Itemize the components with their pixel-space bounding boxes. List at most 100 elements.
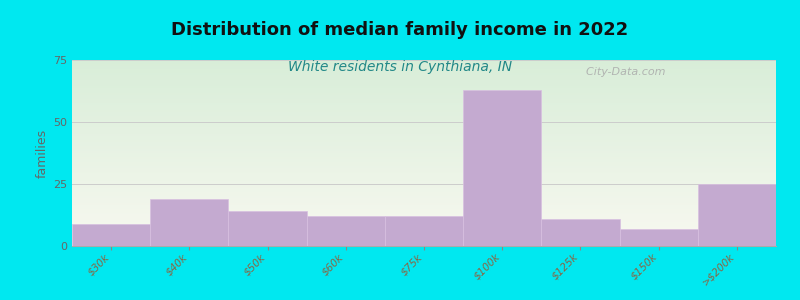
Bar xyxy=(72,184,776,187)
Bar xyxy=(72,157,776,159)
Bar xyxy=(72,129,776,131)
Bar xyxy=(72,238,776,240)
Bar xyxy=(150,199,229,246)
Bar xyxy=(72,64,776,66)
Bar xyxy=(72,138,776,140)
Bar xyxy=(72,181,776,183)
Bar xyxy=(229,211,306,246)
Bar xyxy=(72,201,776,203)
Bar xyxy=(72,99,776,101)
Bar xyxy=(306,216,385,246)
Bar xyxy=(72,179,776,181)
Bar xyxy=(72,183,776,184)
Bar xyxy=(72,224,150,246)
Bar xyxy=(72,240,776,242)
Bar xyxy=(72,198,776,200)
Bar xyxy=(72,218,776,220)
Bar xyxy=(72,60,776,62)
Bar xyxy=(72,211,776,212)
Bar xyxy=(72,220,776,222)
Bar xyxy=(72,149,776,151)
Bar xyxy=(72,112,776,114)
Bar xyxy=(72,95,776,97)
Bar xyxy=(72,125,776,127)
Bar xyxy=(72,106,776,108)
Bar xyxy=(72,66,776,68)
Bar xyxy=(72,168,776,170)
Bar xyxy=(72,80,776,82)
Bar xyxy=(72,144,776,146)
Bar xyxy=(72,196,776,198)
Bar xyxy=(463,90,542,246)
Bar xyxy=(72,212,776,214)
Bar xyxy=(72,103,776,105)
Bar xyxy=(72,140,776,142)
Bar xyxy=(72,131,776,133)
Bar xyxy=(72,133,776,134)
Bar xyxy=(72,216,776,218)
Bar xyxy=(72,118,776,119)
Bar xyxy=(72,68,776,69)
Bar xyxy=(72,188,776,190)
Bar xyxy=(72,116,776,118)
Bar xyxy=(72,207,776,209)
Bar xyxy=(72,69,776,71)
Bar xyxy=(72,79,776,80)
Bar xyxy=(72,75,776,77)
Bar xyxy=(72,203,776,205)
Bar xyxy=(72,77,776,79)
Bar xyxy=(72,134,776,136)
Bar xyxy=(72,229,776,231)
Bar xyxy=(72,88,776,90)
Bar xyxy=(72,97,776,99)
Bar xyxy=(72,92,776,94)
Bar xyxy=(72,73,776,75)
Bar xyxy=(698,184,776,246)
Bar xyxy=(72,237,776,239)
Bar xyxy=(72,153,776,155)
Bar xyxy=(72,224,776,226)
Bar xyxy=(72,84,776,86)
Bar xyxy=(385,216,463,246)
Bar xyxy=(72,110,776,112)
Bar xyxy=(72,190,776,192)
Bar xyxy=(72,194,776,196)
Text: White residents in Cynthiana, IN: White residents in Cynthiana, IN xyxy=(288,60,512,74)
Bar xyxy=(72,233,776,235)
Bar xyxy=(72,101,776,103)
Bar xyxy=(72,164,776,166)
Bar xyxy=(72,119,776,122)
Bar xyxy=(72,187,776,188)
Bar xyxy=(72,170,776,172)
Bar xyxy=(72,214,776,216)
Bar xyxy=(72,173,776,175)
Bar xyxy=(72,242,776,244)
Bar xyxy=(72,222,776,224)
Bar xyxy=(72,160,776,162)
Bar xyxy=(619,229,698,246)
Bar xyxy=(72,172,776,173)
Bar xyxy=(72,227,776,229)
Bar xyxy=(72,226,776,227)
Bar xyxy=(72,114,776,116)
Bar xyxy=(72,146,776,147)
Bar xyxy=(72,127,776,129)
Bar xyxy=(72,151,776,153)
Bar xyxy=(72,105,776,106)
Text: City-Data.com: City-Data.com xyxy=(579,68,666,77)
Bar xyxy=(72,175,776,177)
Bar xyxy=(72,82,776,84)
Bar xyxy=(72,62,776,64)
Text: Distribution of median family income in 2022: Distribution of median family income in … xyxy=(171,21,629,39)
Bar xyxy=(72,71,776,73)
Bar xyxy=(72,136,776,138)
Bar xyxy=(72,147,776,149)
Bar xyxy=(72,90,776,92)
Bar xyxy=(72,192,776,194)
Bar xyxy=(72,209,776,211)
Bar xyxy=(72,244,776,246)
Bar xyxy=(72,231,776,233)
Bar xyxy=(72,108,776,110)
Bar xyxy=(72,162,776,164)
Bar xyxy=(72,159,776,161)
